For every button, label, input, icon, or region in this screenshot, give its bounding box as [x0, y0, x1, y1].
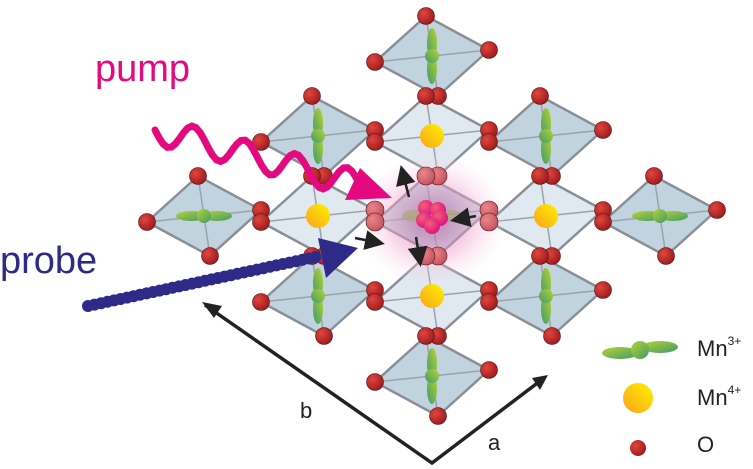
oxygen-ion	[479, 212, 499, 232]
mn3-orbital	[176, 209, 232, 223]
oxygen-ion	[645, 167, 663, 185]
probe-arrowhead	[318, 238, 358, 278]
mn4-ion	[534, 204, 558, 228]
oxygen-ion	[315, 327, 333, 345]
legend-mn3-symbol: Mn	[697, 336, 728, 361]
mn3-orbital	[539, 268, 553, 324]
oxygen-ion	[138, 213, 156, 231]
legend-o-label: O	[697, 432, 714, 458]
mn4-ion	[306, 204, 330, 228]
orbital-ring	[311, 129, 325, 143]
excited-mn-ion	[418, 200, 434, 216]
oxygen-ion	[594, 213, 612, 231]
legend-mn4-charge: 4+	[727, 383, 742, 397]
orbital-lobe	[642, 341, 678, 353]
oxygen-ion	[366, 373, 384, 391]
probe-bead	[309, 251, 322, 263]
legend-mn3-label: Mn3+	[697, 334, 742, 362]
axis-a-label: a	[488, 430, 501, 455]
oxygen-ion	[189, 167, 207, 185]
orbital-ring	[653, 209, 667, 223]
oxygen-ion	[366, 293, 384, 311]
axis-a-arrowhead	[532, 375, 548, 390]
orbital-ring	[311, 289, 325, 303]
legend-mn3-charge: 3+	[727, 334, 742, 348]
displacement-arrow	[396, 165, 416, 198]
displacement-arrow	[354, 230, 385, 250]
oxygen-ion	[480, 293, 498, 311]
axis-lines	[204, 303, 546, 466]
displacement-arrow	[450, 207, 477, 228]
mn3-orbital	[311, 108, 325, 164]
mn4-ion	[420, 284, 444, 308]
mn3-orbital	[311, 268, 325, 324]
mn3-orbital	[539, 108, 553, 164]
excited-mn-ion	[424, 218, 440, 234]
oxygen-ion	[366, 53, 384, 71]
oxygen-ion	[657, 247, 675, 265]
oxygen-ion	[543, 327, 561, 345]
oxygen-ion	[252, 213, 270, 231]
oxygen-ion	[417, 7, 435, 25]
axis-b-arrowhead	[202, 302, 222, 318]
oxygen-ion	[480, 361, 498, 379]
pump-beam	[151, 122, 364, 193]
orbital-lobe	[602, 347, 638, 359]
oxygen-ion	[480, 41, 498, 59]
mn3-orbital	[425, 348, 439, 404]
oxygen-ion	[201, 247, 219, 265]
mn3-orbital	[632, 209, 688, 223]
oxygen-ion	[417, 87, 435, 105]
oxygen-ion	[594, 281, 612, 299]
oxygen-ion	[429, 407, 447, 425]
oxygen-ion	[531, 87, 549, 105]
oxygen-ion	[252, 293, 270, 311]
oxygen-ion	[416, 166, 436, 186]
legend-mn4-icon	[623, 383, 653, 413]
legend-o-symbol: O	[697, 432, 715, 457]
oxygen-ion	[480, 133, 498, 151]
oxygen-ion	[365, 212, 385, 232]
oxygen-ion	[531, 247, 549, 265]
oxygen-ion	[594, 121, 612, 139]
oxygen-ion	[708, 201, 726, 219]
pump-arrowhead	[345, 168, 392, 200]
orbital-ring	[631, 341, 649, 359]
orbital-ring	[197, 209, 211, 223]
legend-mn3-icon	[602, 341, 678, 359]
orbital-ring	[425, 49, 439, 63]
displacement-arrow	[407, 236, 428, 267]
orbital-ring	[539, 289, 553, 303]
probe-label: probe	[0, 240, 98, 282]
legend-mn4-symbol: Mn	[697, 385, 728, 410]
legend-mn4-label: Mn4+	[697, 383, 742, 411]
mn4-ion	[420, 124, 444, 148]
oxygen-ion	[303, 87, 321, 105]
legend-o-icon	[630, 440, 646, 456]
oxygen-ion	[531, 167, 549, 185]
orbital-ring	[539, 129, 553, 143]
pump-label: pump	[95, 48, 191, 90]
oxygen-ion	[366, 133, 384, 151]
orbital-ring	[425, 369, 439, 383]
oxygen-ion	[417, 327, 435, 345]
axis-b-label: b	[300, 398, 313, 423]
mn3-orbital	[425, 28, 439, 84]
